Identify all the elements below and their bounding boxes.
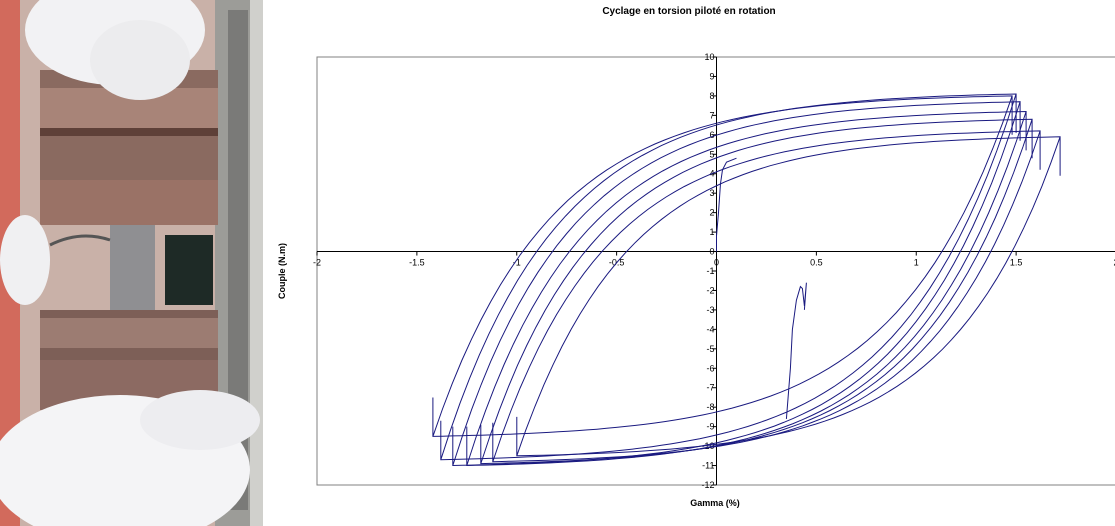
y-tick-label: -3 [706,305,714,315]
y-tick-label: -11 [702,461,714,471]
y-tick-label: 1 [709,227,714,237]
y-tick-label: -9 [706,422,714,432]
x-tick-label: 2 [1113,258,1115,268]
y-tick-label: 9 [709,71,714,81]
x-tick-label: -1 [513,258,521,268]
hysteresis-loop-series [440,93,1017,461]
y-tick-label: 3 [709,188,714,198]
y-tick-label: -8 [706,402,714,412]
hysteresis-loop-series [432,95,1013,437]
y-tick-label: 5 [709,149,714,159]
y-tick-label: 7 [709,110,714,120]
x-tick-label: 0.5 [810,258,823,268]
y-tick-label: 6 [709,130,714,140]
y-tick-label: 10 [704,52,714,62]
x-tick-label: -2 [313,258,321,268]
initial-loading-series [716,157,737,252]
hysteresis-loop-series [516,136,1061,457]
y-tick-label: -12 [701,480,714,490]
x-tick-label: 1.5 [1010,258,1023,268]
y-tick-label: -10 [701,441,714,451]
hysteresis-loop-series [492,130,1041,463]
y-tick-label: 0 [709,247,714,257]
y-tick-label: -1 [706,266,714,276]
y-tick-label: -2 [706,285,714,295]
x-tick-label: 0 [714,258,719,268]
chart-plot: -2-1.5-1-0.500.511.52-12-11-10-9-8-7-6-5… [277,52,1115,508]
x-tick-label: -1.5 [409,258,425,268]
x-tick-label: 1 [914,258,919,268]
x-axis-label: Gamma (%) [690,498,740,508]
torsion-specimen-photo [0,0,263,526]
y-tick-label: -7 [706,383,714,393]
y-tick-label: 2 [709,208,714,218]
hysteresis-loop-series [480,118,1033,465]
hysteresis-loop-series [466,110,1027,467]
hysteresis-loop-series [452,101,1021,467]
y-tick-label: 8 [709,91,714,101]
chart-title: Cyclage en torsion piloté en rotation [602,6,776,17]
branch-series [785,282,807,419]
y-tick-label: -6 [706,363,714,373]
y-tick-label: -4 [706,324,714,334]
y-axis-label: Couple (N.m) [277,243,287,299]
y-tick-label: -5 [706,344,714,354]
